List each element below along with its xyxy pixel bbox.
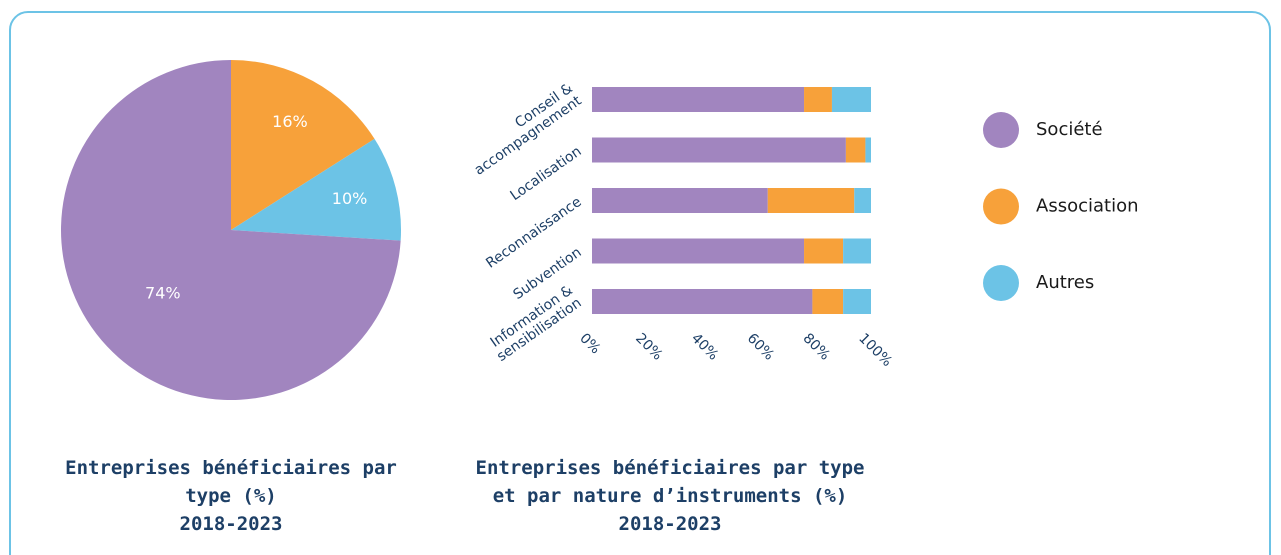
slice-label: 10% xyxy=(332,189,368,208)
x-tick-label: 40% xyxy=(688,330,721,363)
slice-label: 16% xyxy=(272,112,308,131)
bar-segment xyxy=(831,87,871,112)
bar-title: Entreprises bénéficiaires par type et pa… xyxy=(475,457,865,507)
bar-segment xyxy=(843,238,871,264)
bar-segment xyxy=(845,137,866,163)
legend-swatch xyxy=(983,265,1019,301)
legend-label: Société xyxy=(1036,119,1103,140)
bar-segment xyxy=(804,238,844,264)
x-tick-label: 20% xyxy=(632,330,665,363)
y-tick-label: Information &sensibilisation xyxy=(485,282,584,365)
frame xyxy=(9,11,1271,555)
pie-title-block: Entreprises bénéficiaires par type (%) 2… xyxy=(61,454,401,538)
x-tick-label: 0% xyxy=(576,330,603,357)
bar-segment xyxy=(843,289,871,314)
legend-label: Association xyxy=(1036,196,1139,217)
bar-segment xyxy=(865,137,871,163)
bar-segment xyxy=(854,188,871,213)
x-tick-label: 80% xyxy=(800,330,833,363)
bar-segment xyxy=(592,289,813,314)
pie-subtitle: 2018-2023 xyxy=(179,513,283,535)
legend-swatch xyxy=(983,112,1019,148)
pie-slice xyxy=(231,138,402,241)
bar-title-block: Entreprises bénéficiaires par type et pa… xyxy=(465,454,875,538)
bar-segment xyxy=(592,188,768,213)
bar-segment xyxy=(804,87,832,112)
pie-slice xyxy=(231,60,375,230)
pie-title: Entreprises bénéficiaires par type (%) xyxy=(65,457,397,507)
slice-label: 74% xyxy=(145,284,181,303)
x-tick-label: 60% xyxy=(744,330,777,363)
bar-segment xyxy=(592,238,805,264)
bar-segment xyxy=(767,188,855,213)
x-tick-label: 100% xyxy=(855,330,895,370)
legend-swatch xyxy=(983,188,1019,225)
bar-segment xyxy=(592,137,846,163)
bar-segment xyxy=(812,289,844,314)
legend-label: Autres xyxy=(1036,272,1094,293)
bar-segment xyxy=(592,87,805,112)
bar-subtitle: 2018-2023 xyxy=(618,513,722,535)
pie-slice xyxy=(61,60,401,400)
